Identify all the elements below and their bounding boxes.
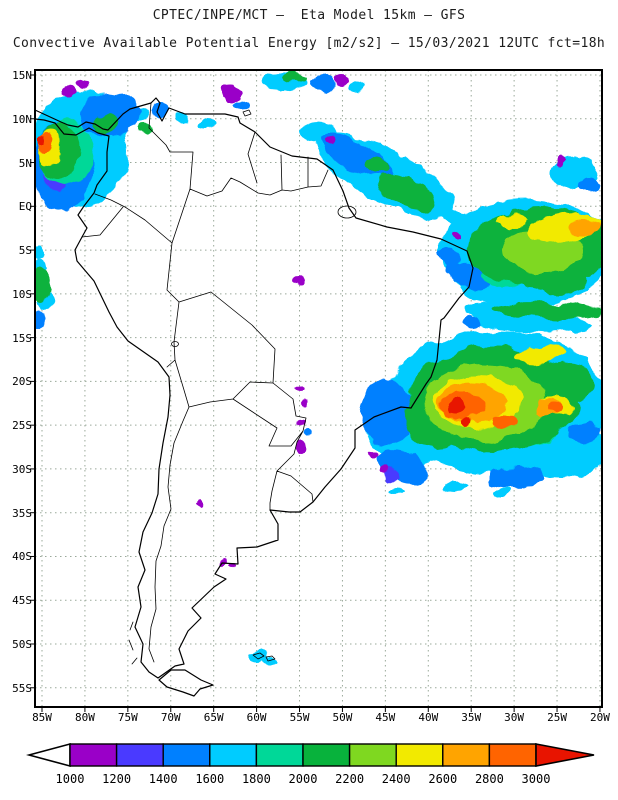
lat-label-15N: 15N	[12, 69, 32, 82]
lat-label-10N: 10N	[12, 112, 32, 126]
colorbar-over-arrow	[535, 743, 595, 767]
tierra-del-fuego-outline	[158, 669, 214, 697]
colorbar-tick-2000: 2000	[288, 772, 318, 786]
lon-label-50W: 50W	[332, 711, 353, 724]
lat-label-25S: 25S	[12, 419, 32, 433]
map-frame	[34, 69, 603, 708]
lat-label-45S: 45S	[12, 594, 32, 608]
cape-field-overlay	[35, 73, 602, 664]
lon-label-45W: 45W	[375, 711, 396, 724]
colorbar-under-arrow	[26, 742, 71, 768]
lat-label-5S: 5S	[18, 244, 32, 258]
lat-label-20S: 20S	[12, 375, 32, 389]
colorbar	[26, 742, 595, 768]
colorbar-segment-1	[115, 743, 164, 767]
colorbar-tick-1600: 1600	[195, 772, 225, 786]
lon-label-20W: 20W	[590, 711, 610, 724]
colorbar-segment-4	[255, 743, 304, 767]
colorbar-tick-3000: 3000	[521, 772, 551, 786]
colorbar-tick-2800: 2800	[474, 772, 504, 786]
colorbar-segment-2	[162, 743, 211, 767]
lat-label-35S: 35S	[12, 506, 32, 520]
lat-label-30S: 30S	[12, 462, 32, 476]
lat-label-50S: 50S	[12, 638, 32, 651]
colorbar-tick-1400: 1400	[148, 772, 178, 786]
colorbar-tick-1200: 1200	[102, 772, 132, 786]
lat-label-55S: 55S	[12, 681, 32, 695]
title-line-1: CPTEC/INPE/MCT – Eta Model 15km – GFS	[152, 8, 466, 23]
colorbar-tick-2400: 2400	[381, 772, 411, 786]
geography-layer	[35, 97, 474, 697]
lon-label-70W: 70W	[160, 711, 181, 724]
lon-label-80W: 80W	[74, 711, 95, 724]
country-borders	[81, 102, 329, 663]
lon-label-25W: 25W	[547, 711, 567, 724]
lat-label-40S: 40S	[12, 550, 32, 564]
colorbar-segment-3	[209, 743, 258, 767]
lat-label-5N: 5N	[18, 156, 32, 170]
lake-titicaca-outline	[171, 341, 179, 347]
lon-label-30W: 30W	[504, 711, 525, 724]
colorbar-tick-1800: 1800	[241, 772, 271, 786]
lon-label-40W: 40W	[418, 711, 439, 724]
lat-label-10S: 10S	[12, 287, 32, 301]
colorbar-tick-1000: 1000	[55, 772, 85, 786]
colorbar-segment-5	[302, 743, 351, 767]
south-america-coastline	[35, 97, 474, 679]
lat-label-15S: 15S	[12, 331, 32, 345]
lon-label-60W: 60W	[246, 711, 267, 724]
colorbar-segment-9	[488, 743, 537, 767]
map-canvas	[30, 69, 603, 712]
title-line-2: Convective Available Potential Energy [m…	[12, 36, 606, 51]
axis-ticks	[30, 74, 601, 712]
lon-label-75W: 75W	[117, 711, 138, 724]
colorbar-segment-8	[442, 743, 491, 767]
islands-outlines	[128, 109, 276, 665]
lon-label-55W: 55W	[289, 711, 310, 724]
lon-label-35W: 35W	[461, 711, 482, 724]
colorbar-segment-0	[69, 743, 118, 767]
lon-label-65W: 65W	[203, 711, 224, 724]
marajo-island-outline	[337, 205, 357, 219]
colorbar-segment-7	[395, 743, 444, 767]
colorbar-segment-6	[348, 743, 397, 767]
colorbar-tick-2600: 2600	[428, 772, 458, 786]
colorbar-tick-2200: 2200	[335, 772, 365, 786]
lon-label-85W: 85W	[32, 711, 52, 724]
lat-label-EQ: EQ	[18, 200, 32, 214]
